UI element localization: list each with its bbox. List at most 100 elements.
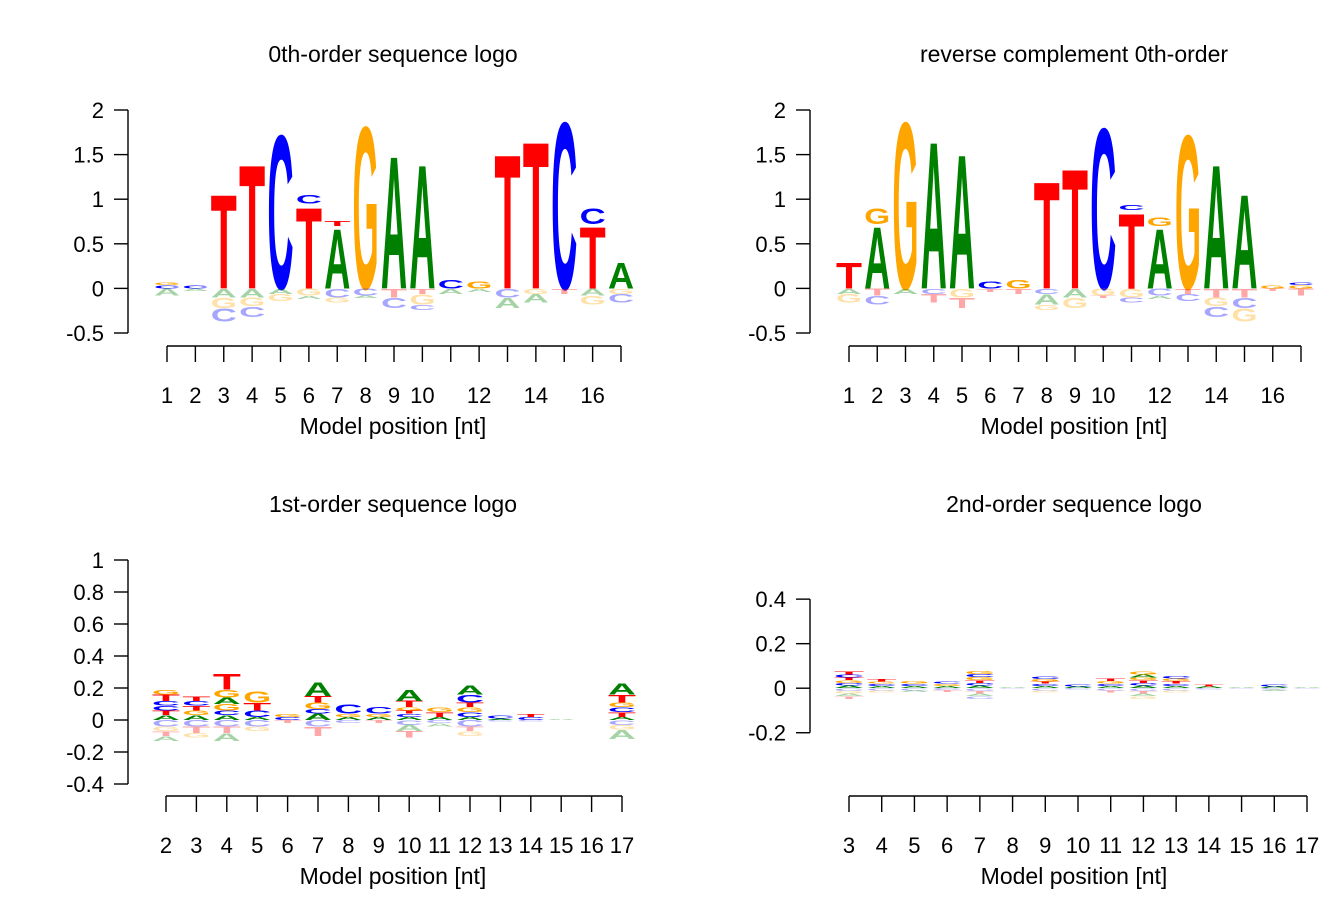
logo-letter-T: T xyxy=(304,694,332,704)
logo-letter-C: C xyxy=(608,292,634,306)
logo-letter-A: A xyxy=(932,686,962,689)
logo-letter-T: T xyxy=(182,704,210,711)
logo-letter-G: G xyxy=(1030,690,1060,693)
x-tick-label: 5 xyxy=(274,383,286,408)
logo-letter-G: G xyxy=(580,294,606,308)
logo-letter-G: G xyxy=(1128,671,1158,676)
logo-letter-T: T xyxy=(867,678,897,682)
logo-letter-C: C xyxy=(152,719,180,729)
chart-title: 1st-order sequence logo xyxy=(269,491,517,517)
y-tick-label: 1 xyxy=(92,187,104,212)
logo-letter-A: A xyxy=(1147,295,1173,300)
logo-letter-A: A xyxy=(608,728,636,743)
y-tick-label: 1 xyxy=(92,548,104,573)
logo-letter-T: T xyxy=(608,711,636,718)
logo-letter-T: T xyxy=(395,710,423,715)
logo-letter-A: A xyxy=(1227,687,1257,688)
logo-letter-A: A xyxy=(580,287,606,298)
logo-letter-G: G xyxy=(834,690,864,694)
chart-title: 0th-order sequence logo xyxy=(268,41,517,67)
logo-letter-C: C xyxy=(977,279,1003,290)
logo-letter-T: T xyxy=(836,256,862,297)
logo-letter-C: C xyxy=(381,295,407,311)
x-tick-label: 3 xyxy=(899,383,911,408)
logo-letter-C: C xyxy=(239,304,265,320)
panel-0th-order-logo: 0th-order sequence logo Model position [… xyxy=(66,41,634,439)
logo-letter-T: T xyxy=(152,693,180,703)
logo-letter-T: T xyxy=(949,295,976,312)
logo-letter-C: C xyxy=(182,284,208,289)
logo-letter-C: C xyxy=(864,294,890,308)
logo-letter-A: A xyxy=(182,714,210,721)
x-tick-label: 11 xyxy=(428,833,451,858)
x-tick-label: 9 xyxy=(388,383,400,408)
logo-letter-C: C xyxy=(1090,80,1116,337)
logo-letter-A: A xyxy=(834,685,864,689)
logo-letter-A: A xyxy=(1030,686,1060,689)
logo-letter-A: A xyxy=(296,295,322,300)
logo-letter-C: C xyxy=(1161,688,1191,691)
logo-letter-A: A xyxy=(1161,686,1191,689)
logo-letter-T: T xyxy=(834,696,864,700)
logo-letter-G: G xyxy=(608,724,636,731)
logo-letter-T: T xyxy=(608,693,636,705)
logo-letter-T: T xyxy=(1030,681,1060,684)
logo-letter-C: C xyxy=(965,696,995,700)
logo-letter-C: C xyxy=(213,709,241,716)
logo-letter-C: C xyxy=(1128,688,1158,692)
x-tick-label: 4 xyxy=(928,383,940,408)
logo-letter-A: A xyxy=(334,716,362,721)
logo-letter-A: A xyxy=(1203,129,1229,327)
logo-letter-A: A xyxy=(213,696,241,706)
logo-letter-C: C xyxy=(608,706,636,713)
x-tick-label: 8 xyxy=(342,833,354,858)
panel-reverse-complement-logo: reverse complement 0th-order Model posit… xyxy=(748,41,1314,439)
logo-letter-T: T xyxy=(1062,135,1088,326)
logo-letter-G: G xyxy=(1062,296,1088,312)
logo-letter-G: G xyxy=(456,730,484,737)
logo-letter-A: A xyxy=(152,735,180,742)
logo-letter-C: C xyxy=(182,719,210,729)
panel-1st-order-logo: 1st-order sequence logo Model position [… xyxy=(66,491,636,889)
x-tick-label: 7 xyxy=(331,383,343,408)
logo-letter-T: T xyxy=(243,701,271,713)
logo-letter-A: A xyxy=(899,686,929,689)
x-tick-label: 10 xyxy=(397,833,421,858)
logo-letter-C: C xyxy=(834,674,864,679)
logo-letter-A: A xyxy=(1128,693,1158,697)
logo-letter-T: T xyxy=(304,725,333,739)
x-tick-label: 3 xyxy=(190,833,202,858)
logo-letter-C: C xyxy=(1030,676,1060,680)
logo-letter-T: T xyxy=(1260,288,1287,292)
logo-letter-C: C xyxy=(608,719,636,726)
logo-letter-G: G xyxy=(296,287,322,298)
x-axis-label: Model position [nt] xyxy=(981,413,1168,439)
logo-letter-G: G xyxy=(1232,305,1258,325)
x-tick-label: 15 xyxy=(549,833,573,858)
logo-letter-T: T xyxy=(1288,287,1314,298)
logo-letter-C: C xyxy=(517,716,545,721)
logo-letter-A: A xyxy=(353,295,379,299)
logo-letter-C: C xyxy=(1175,292,1201,303)
logo-letter-T: T xyxy=(1128,680,1158,684)
logo-letter-A: A xyxy=(864,210,890,308)
logo-letter-A: A xyxy=(608,681,636,698)
logo-letter-T: T xyxy=(1128,690,1158,694)
logo-letter-G: G xyxy=(932,683,962,686)
logo-letter-T: T xyxy=(965,680,995,684)
logo-letter-C: C xyxy=(182,700,210,707)
logo-letter-C: C xyxy=(154,284,180,289)
logo-letter-C: C xyxy=(932,681,962,684)
logo-letter-C: C xyxy=(1096,683,1126,686)
x-tick-label: 5 xyxy=(956,383,968,408)
logo-letter-G: G xyxy=(949,287,975,301)
logo-letter-T: T xyxy=(517,713,545,718)
logo-letter-T: T xyxy=(456,701,484,708)
logo-letter-G: G xyxy=(324,296,350,304)
logo-letter-G: G xyxy=(1203,296,1229,310)
logo-letter-C: C xyxy=(1096,688,1126,691)
x-tick-label: 10 xyxy=(410,383,434,408)
chart-title: 2nd-order sequence logo xyxy=(946,491,1202,517)
x-tick-label: 17 xyxy=(1295,833,1319,858)
logo-letter-G: G xyxy=(426,706,454,713)
